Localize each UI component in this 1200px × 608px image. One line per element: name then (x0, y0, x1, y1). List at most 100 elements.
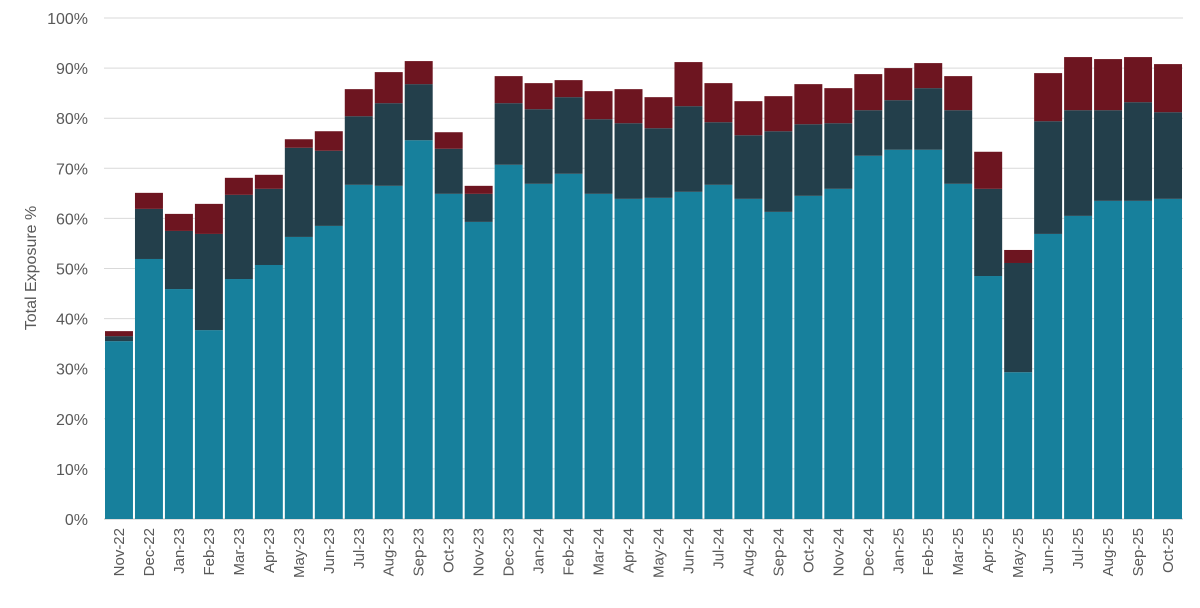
bar-segment-Jul-25-0 (1064, 215, 1093, 519)
bar-segment-Sep-25-0 (1124, 200, 1153, 520)
bar-segment-Mar-24-0 (584, 193, 613, 519)
bar-segment-Aug-23-2 (374, 72, 403, 104)
x-tick-label: Oct-25 (1160, 528, 1177, 573)
x-tick-label: Mar-24 (591, 528, 608, 576)
x-tick-label: Apr-25 (980, 528, 997, 573)
y-tick-label: 90% (56, 61, 88, 78)
bar-segment-Sep-25-1 (1124, 102, 1153, 201)
bar-segment-Aug-25-2 (1094, 59, 1123, 111)
bar-segment-Dec-22-2 (134, 192, 163, 209)
bar-segment-Feb-24-0 (554, 173, 583, 519)
bar-segment-Jun-25-1 (1034, 121, 1063, 234)
bar-segment-Feb-23-1 (194, 233, 223, 331)
bar-segment-May-23-1 (284, 147, 313, 237)
bar-segment-Apr-24-0 (614, 198, 643, 519)
bar-segment-Feb-23-2 (194, 203, 223, 234)
bar-segment-Sep-23-2 (404, 61, 433, 85)
bar-segment-Aug-25-1 (1094, 110, 1123, 201)
bar-segment-Nov-23-2 (464, 185, 493, 194)
x-tick-label: Jun-25 (1040, 528, 1057, 574)
bar-segment-May-23-2 (284, 139, 313, 148)
bar-segment-Aug-24-2 (734, 101, 763, 136)
y-tick-label: 80% (56, 111, 88, 128)
x-tick-label: Jun-23 (321, 528, 338, 574)
x-tick-label: Sep-23 (411, 528, 428, 576)
bar-segment-Jan-25-1 (884, 100, 913, 150)
bar-segment-Dec-23-0 (494, 164, 523, 519)
bar-segment-Oct-24-2 (794, 84, 823, 125)
bar-segment-Jan-24-1 (524, 109, 553, 184)
bar-segment-Oct-24-1 (794, 124, 823, 196)
x-tick-label: Oct-24 (800, 528, 817, 573)
bar-segment-Sep-23-0 (404, 140, 433, 519)
bar-segment-Dec-24-2 (854, 74, 883, 111)
x-tick-label: Dec-23 (501, 528, 518, 576)
bar-segment-Nov-23-0 (464, 221, 493, 520)
bar-segment-Nov-22-0 (105, 341, 133, 519)
bar-segment-Dec-24-1 (854, 110, 883, 156)
bar-segment-Oct-25-0 (1154, 198, 1182, 519)
bar-segment-Jul-23-1 (344, 116, 373, 185)
bar-segment-Jan-24-2 (524, 83, 553, 110)
x-tick-label: Apr-24 (621, 528, 638, 573)
bar-segment-May-25-2 (1004, 249, 1033, 263)
bar-segment-Mar-24-1 (584, 119, 613, 194)
bar-segment-Apr-25-0 (974, 276, 1003, 519)
x-tick-label: Feb-23 (201, 528, 218, 576)
x-tick-label: Jun-24 (680, 528, 697, 574)
y-tick-label: 10% (56, 462, 88, 479)
y-axis-ticks: 0% 10% 20% 30% 40% 50% 60% 70% 80% 90% 100% (47, 11, 88, 529)
x-tick-label: Feb-24 (561, 528, 578, 576)
bar-segment-Mar-25-2 (944, 76, 973, 111)
bar-segment-Feb-25-1 (914, 88, 943, 150)
bar-segment-Jun-25-0 (1034, 233, 1063, 519)
bars (105, 57, 1182, 520)
x-tick-label: Jan-25 (890, 528, 907, 574)
y-tick-label: 60% (56, 211, 88, 228)
y-axis-label: Total Exposure % (23, 206, 40, 331)
x-tick-label: Jul-23 (351, 528, 368, 569)
x-tick-label: Jul-25 (1070, 528, 1087, 569)
x-tick-label: Nov-22 (111, 528, 128, 576)
x-axis-ticks: Nov-22 Dec-22 Jan-23 Feb-23 Mar-23 Apr-23 May-… (111, 528, 1177, 578)
bar-segment-May-23-0 (284, 236, 313, 519)
bar-segment-Dec-23-2 (494, 76, 523, 104)
x-tick-label: Mar-23 (231, 528, 248, 576)
bar-segment-Mar-23-2 (224, 177, 253, 195)
bar-segment-Jan-25-2 (884, 68, 913, 101)
bar-segment-Oct-25-1 (1154, 112, 1182, 199)
bar-segment-Sep-25-2 (1124, 57, 1153, 103)
bar-segment-Mar-25-0 (944, 183, 973, 519)
bar-segment-Sep-24-1 (764, 131, 793, 212)
gridlines (104, 17, 1183, 520)
bar-segment-Apr-24-1 (614, 123, 643, 199)
bar-segment-Jun-23-1 (314, 150, 343, 226)
bar-segment-May-24-2 (644, 97, 673, 129)
y-tick-label: 40% (56, 312, 88, 329)
x-tick-label: Apr-23 (261, 528, 278, 573)
bar-segment-Aug-25-0 (1094, 200, 1123, 520)
x-tick-label: Jul-24 (710, 528, 727, 569)
x-tick-label: May-25 (1010, 528, 1027, 578)
bar-segment-Jun-25-2 (1034, 73, 1063, 122)
bar-segment-May-24-0 (644, 197, 673, 519)
bar-segment-Aug-24-1 (734, 135, 763, 199)
bar-segment-Mar-23-1 (224, 194, 253, 280)
y-tick-label: 100% (47, 11, 88, 28)
bar-segment-Dec-24-0 (854, 155, 883, 519)
bar-segment-Apr-25-2 (974, 151, 1003, 189)
bar-segment-Jun-24-2 (674, 62, 703, 107)
bar-segment-Sep-24-0 (764, 211, 793, 519)
x-tick-label: Nov-24 (830, 528, 847, 576)
bar-segment-Oct-23-2 (434, 132, 463, 149)
bar-segment-Jul-25-1 (1064, 110, 1093, 216)
bar-segment-Jun-24-1 (674, 106, 703, 192)
bar-segment-Nov-24-0 (824, 188, 853, 519)
bar-segment-Oct-23-0 (434, 193, 463, 519)
bar-segment-Apr-23-2 (254, 174, 283, 189)
bar-segment-Mar-24-2 (584, 91, 613, 120)
bar-segment-Jul-23-0 (344, 184, 373, 519)
bar-segment-Nov-24-1 (824, 123, 853, 189)
bar-segment-Aug-23-1 (374, 103, 403, 186)
